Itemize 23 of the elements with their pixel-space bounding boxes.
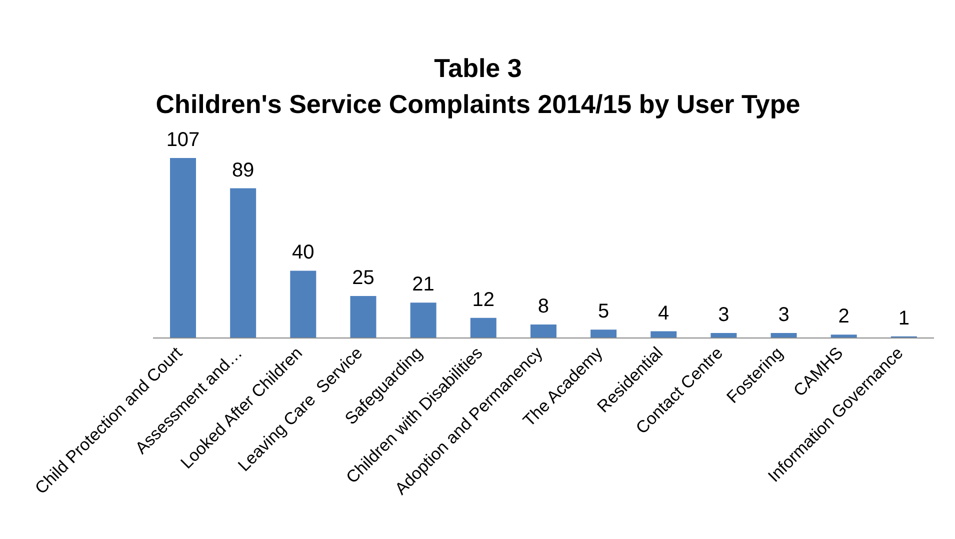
bar <box>350 296 376 338</box>
data-label: 3 <box>778 304 790 326</box>
data-label: 25 <box>352 266 374 289</box>
bar <box>530 324 556 338</box>
bar <box>230 188 256 338</box>
data-label: 40 <box>292 242 314 264</box>
bar <box>590 330 617 338</box>
data-label: 4 <box>658 302 670 324</box>
bar <box>470 318 496 338</box>
data-label: 2 <box>838 306 850 328</box>
data-label: 21 <box>412 274 434 296</box>
chart-title: Table 3 <box>433 52 523 85</box>
data-label: 1 <box>898 307 910 330</box>
bar <box>290 270 316 338</box>
bar <box>170 158 196 338</box>
data-label: 3 <box>718 304 730 326</box>
bar <box>410 302 436 338</box>
data-label: 8 <box>538 296 550 318</box>
data-label: 5 <box>598 300 610 323</box>
chart-subtitle: Children's Service Complaints 2014/15 by User Type <box>154 88 802 121</box>
data-label: 107 <box>166 129 200 151</box>
data-label: 89 <box>232 159 254 182</box>
data-label: 12 <box>472 288 495 311</box>
